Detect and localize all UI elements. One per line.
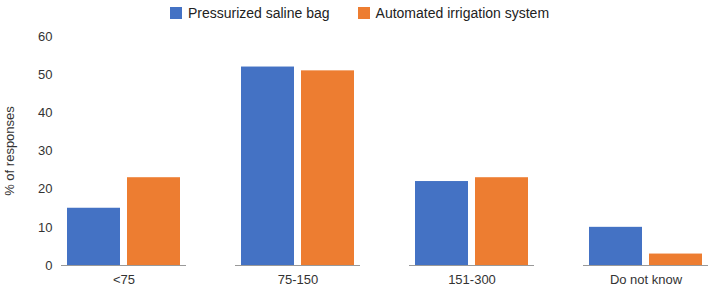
svg-text:% of responses: % of responses <box>2 106 17 196</box>
svg-text:10: 10 <box>38 219 52 234</box>
html-text:Pressurized saline bag: Pressurized saline bag <box>187 5 330 21</box>
html-text:Automated irrigation system: Automated irrigation system <box>375 5 550 21</box>
svg-text:30: 30 <box>38 143 52 158</box>
svg-text:50: 50 <box>38 67 52 82</box>
svg-text:0: 0 <box>45 258 52 273</box>
svg-text:Do not know: Do not know <box>610 272 683 287</box>
svg-text:60: 60 <box>38 29 52 44</box>
svg-text:<75: <75 <box>113 272 135 287</box>
svg-text:20: 20 <box>38 181 52 196</box>
svg-text:40: 40 <box>38 105 52 120</box>
svg-text:151-300: 151-300 <box>448 272 496 287</box>
svg-text:75-150: 75-150 <box>278 272 318 287</box>
